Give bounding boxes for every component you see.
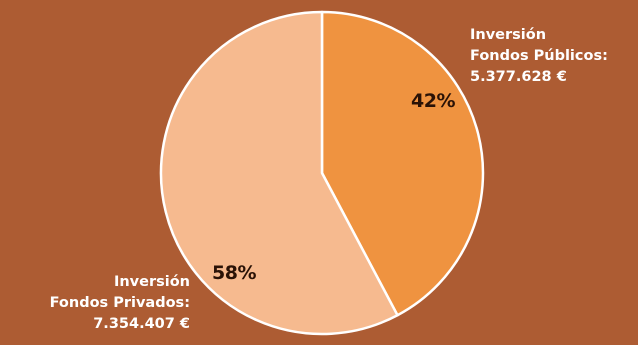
percent-label-publicos: 42% [411,90,455,112]
slice-label-privados-amount: 7.354.407 € [93,316,190,332]
percent-label-privados: 58% [212,262,256,284]
slice-label-publicos: Inversión Fondos Públicos: 5.377.628 € [470,25,608,88]
slice-label-privados-line2: Fondos Privados: [49,295,190,311]
pie-slice-privados [159,10,399,336]
slice-label-publicos-amount: 5.377.628 € [470,69,567,85]
slice-label-privados: Inversión Fondos Privados: 7.354.407 € [12,272,190,335]
slice-label-privados-line1: Inversión [113,274,190,290]
slice-label-publicos-line2: Fondos Públicos: [470,48,608,64]
slice-label-publicos-line1: Inversión [470,27,547,43]
pie-slice-publicos [320,10,485,317]
